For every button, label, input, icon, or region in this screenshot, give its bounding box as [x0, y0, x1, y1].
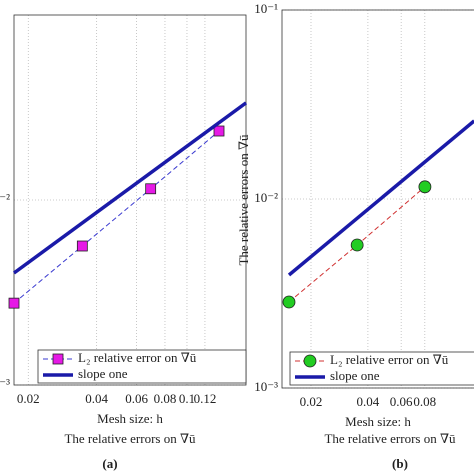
y-tick-label: 10⁻³	[254, 379, 278, 394]
y-tick-label: 10⁻³	[0, 376, 10, 391]
axes-frame	[13, 14, 247, 386]
series-line	[13, 130, 220, 304]
y-tick-label: 10⁻²	[0, 191, 10, 206]
legend-marker	[52, 353, 64, 365]
marker	[8, 297, 20, 309]
x-tick-label: 0.08	[154, 391, 177, 406]
legend-marker	[303, 354, 317, 368]
x-axis-label: Mesh size: h	[345, 414, 411, 429]
legend-label: slope one	[78, 366, 128, 381]
x-tick-label: 0.02	[17, 391, 40, 406]
legend-label: L₂ relative error on ∇ū	[330, 352, 449, 367]
x-tick-label: 0.04	[85, 391, 108, 406]
caption: The relative errors on ∇ū	[324, 431, 456, 446]
x-tick-label: 0.04	[357, 394, 380, 409]
y-tick-label: 10⁻¹	[254, 1, 278, 16]
plot-area	[14, 15, 246, 385]
marker	[76, 240, 88, 252]
x-tick-label: 0.12	[194, 391, 217, 406]
legend-label: slope one	[330, 368, 380, 383]
panel-label: (b)	[392, 456, 408, 471]
panel-label: (a)	[102, 456, 117, 471]
series-line	[287, 119, 474, 277]
x-tick-label: 0.08	[413, 394, 436, 409]
marker	[350, 238, 364, 252]
caption: The relative errors on ∇ū	[64, 431, 196, 446]
x-tick-label: 0.1	[179, 391, 195, 406]
x-axis-label: Mesh size: h	[97, 411, 163, 426]
legend-label: L₂ relative error on ∇ū	[78, 350, 197, 365]
x-tick-label: 0.06	[125, 391, 148, 406]
y-axis-label: The relative errors on ∇ū	[236, 134, 251, 266]
series-line	[12, 101, 248, 275]
axes-frame	[281, 9, 474, 389]
marker	[145, 183, 157, 195]
marker	[418, 180, 432, 194]
marker	[213, 125, 225, 137]
legend-box	[289, 351, 474, 386]
x-tick-label: 0.06	[390, 394, 413, 409]
legend-box	[37, 349, 247, 384]
y-tick-label: 10⁻²	[254, 190, 278, 205]
x-tick-label: 0.02	[300, 394, 323, 409]
marker	[282, 295, 296, 309]
